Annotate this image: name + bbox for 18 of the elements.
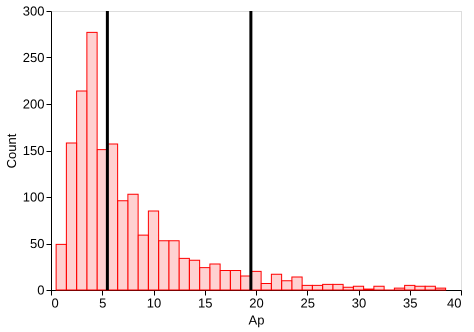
- y-tick-label: 250: [22, 50, 44, 65]
- y-tick-label: 200: [22, 96, 44, 112]
- y-axis-title: Count: [4, 133, 19, 168]
- y-tick-label: 300: [22, 4, 44, 18]
- x-tick-label: 35: [403, 296, 418, 310]
- x-tick-label: 25: [300, 296, 315, 310]
- y-tick-label: 150: [22, 143, 44, 158]
- x-tick-label: 5: [99, 296, 106, 310]
- x-tick-label: 40: [447, 296, 462, 310]
- x-tick-label: 30: [352, 296, 366, 310]
- x-tick-label: 0: [52, 296, 59, 310]
- x-tick-label: 20: [249, 296, 264, 310]
- y-tick-label: 50: [30, 236, 44, 251]
- x-tick-label: 10: [146, 296, 162, 310]
- x-tick-label: 15: [198, 296, 212, 310]
- x-axis-title: Ap: [248, 312, 264, 328]
- y-tick-label: 0: [37, 282, 44, 298]
- y-tick-label: 100: [22, 190, 44, 204]
